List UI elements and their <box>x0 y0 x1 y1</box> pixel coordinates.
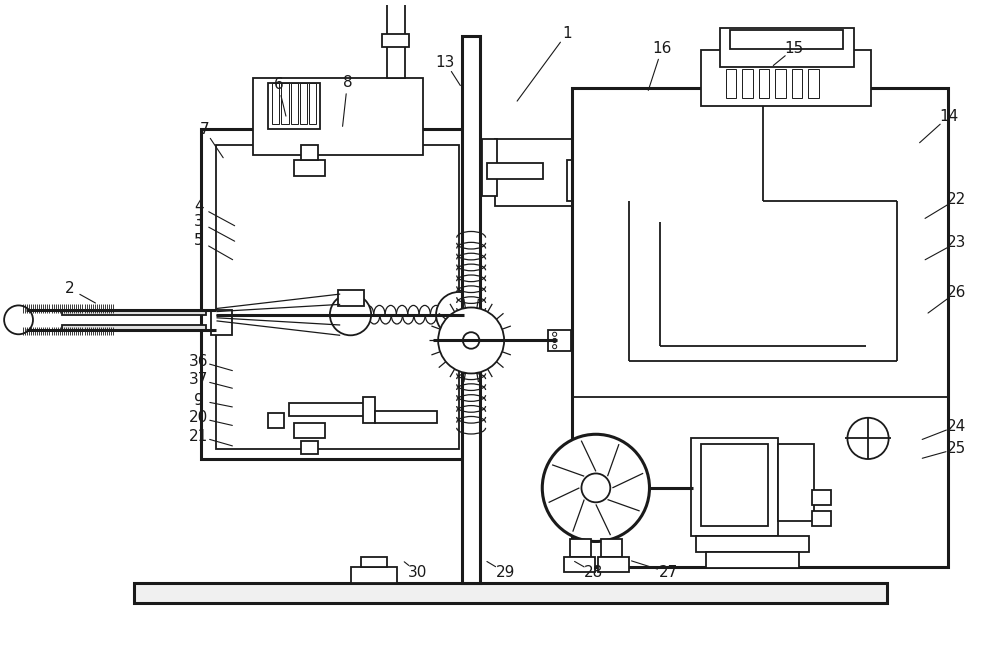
Bar <box>268 83 320 129</box>
Text: 4: 4 <box>194 199 204 214</box>
Bar <box>281 83 289 124</box>
Circle shape <box>330 294 371 335</box>
Text: 22: 22 <box>947 192 966 207</box>
Bar <box>808 70 819 98</box>
Bar <box>268 413 284 428</box>
Bar <box>294 423 325 438</box>
Text: 13: 13 <box>436 55 455 70</box>
Circle shape <box>463 332 479 348</box>
Bar <box>216 144 459 448</box>
Bar <box>134 583 887 603</box>
Bar <box>726 70 736 98</box>
Text: 28: 28 <box>584 565 603 580</box>
Bar <box>742 70 753 98</box>
Text: 25: 25 <box>947 441 966 456</box>
Text: 20: 20 <box>189 410 209 425</box>
Circle shape <box>553 344 557 348</box>
Bar <box>301 441 318 454</box>
Bar <box>294 160 325 176</box>
Text: 30: 30 <box>408 565 427 580</box>
Bar <box>812 510 831 526</box>
Text: 2: 2 <box>65 281 75 296</box>
Bar <box>487 163 543 179</box>
Bar <box>572 88 948 567</box>
Text: 29: 29 <box>495 565 515 580</box>
Circle shape <box>553 339 557 343</box>
Bar <box>775 70 786 98</box>
Circle shape <box>438 307 504 374</box>
Text: 1: 1 <box>562 26 572 41</box>
Bar <box>730 30 843 49</box>
Text: 21: 21 <box>189 429 209 444</box>
Bar <box>567 160 582 202</box>
Bar <box>375 411 437 423</box>
Circle shape <box>847 418 889 459</box>
Text: 37: 37 <box>189 372 209 387</box>
Bar <box>701 443 768 526</box>
Bar <box>301 144 318 160</box>
Bar <box>201 129 464 459</box>
Bar <box>382 34 409 47</box>
Circle shape <box>553 332 557 336</box>
Text: 27: 27 <box>658 565 678 580</box>
Circle shape <box>436 292 481 337</box>
Bar <box>778 443 814 521</box>
Bar <box>706 552 799 568</box>
Text: 14: 14 <box>939 109 958 124</box>
Text: 9: 9 <box>194 393 204 408</box>
Bar <box>300 83 307 124</box>
Bar <box>272 83 279 124</box>
Bar <box>720 28 854 67</box>
Text: 8: 8 <box>343 75 352 90</box>
Bar <box>548 330 571 351</box>
Bar <box>691 438 778 536</box>
Bar <box>696 536 809 552</box>
Bar <box>601 540 622 557</box>
Bar <box>759 70 769 98</box>
Text: 24: 24 <box>947 419 966 434</box>
Text: 26: 26 <box>947 285 966 300</box>
Bar <box>387 0 405 77</box>
Circle shape <box>4 306 33 334</box>
Bar <box>701 50 871 107</box>
Text: 36: 36 <box>189 354 209 369</box>
Circle shape <box>581 473 610 502</box>
Bar <box>211 309 232 335</box>
Text: 16: 16 <box>652 41 672 56</box>
Bar <box>62 325 206 330</box>
Bar <box>792 70 802 98</box>
Text: 6: 6 <box>273 77 283 92</box>
Text: 23: 23 <box>947 235 966 250</box>
Text: 7: 7 <box>199 122 209 136</box>
Text: 3: 3 <box>194 214 204 229</box>
Bar <box>289 404 371 416</box>
Bar <box>62 309 206 315</box>
Bar <box>363 397 375 423</box>
Bar <box>291 83 298 124</box>
Bar <box>448 299 469 330</box>
Bar <box>812 490 831 506</box>
Bar <box>351 567 397 583</box>
Bar <box>564 557 595 573</box>
Bar <box>309 83 316 124</box>
Circle shape <box>542 434 649 541</box>
Bar <box>462 36 480 583</box>
Bar <box>570 540 591 557</box>
Text: 5: 5 <box>194 233 204 248</box>
Bar <box>253 77 423 155</box>
Bar <box>495 140 572 207</box>
Text: 15: 15 <box>784 41 803 56</box>
Bar <box>361 557 387 567</box>
Bar <box>482 140 497 196</box>
Bar <box>338 290 364 306</box>
Bar <box>598 557 629 573</box>
